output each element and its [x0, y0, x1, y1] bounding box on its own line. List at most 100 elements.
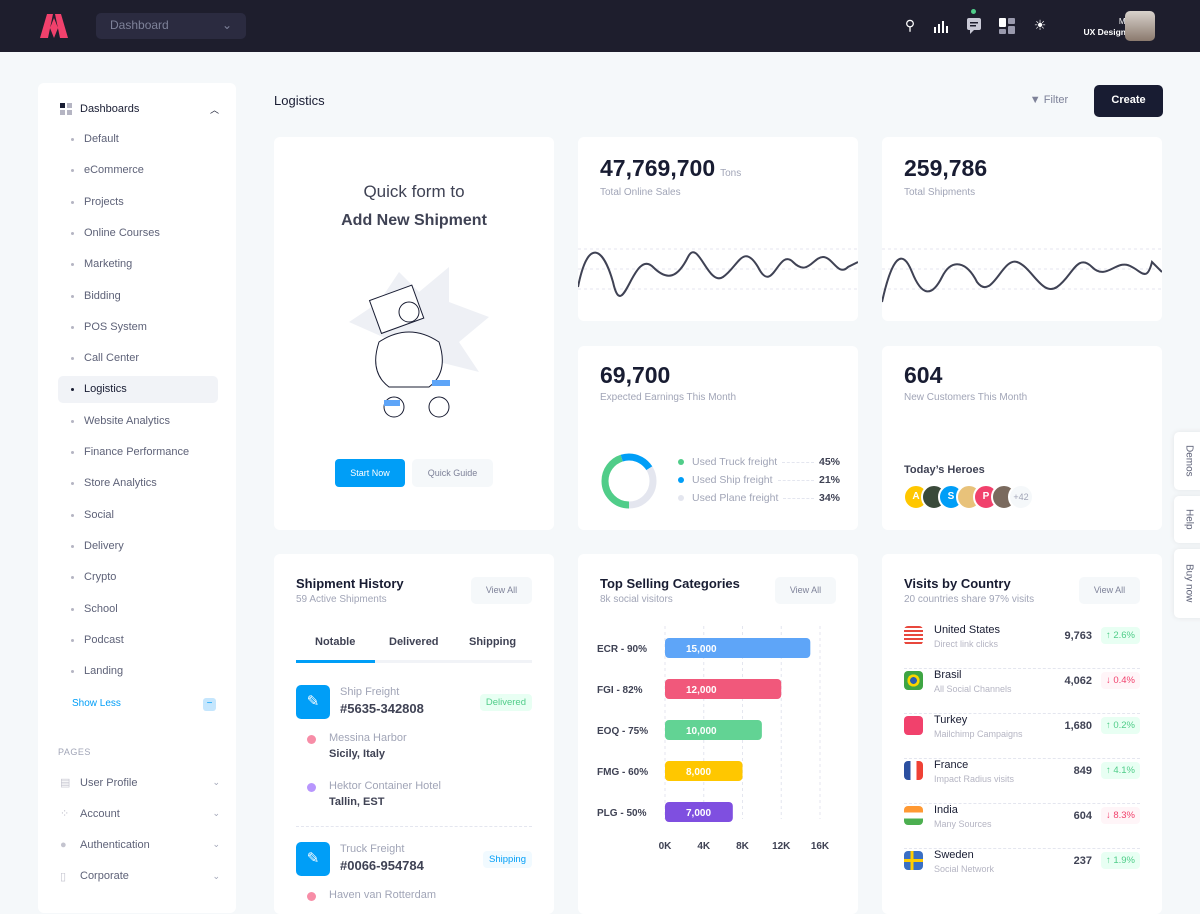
notification-dot [971, 9, 976, 14]
sidebar-item-finance-performance[interactable]: Finance Performance [58, 439, 218, 466]
chat-icon[interactable] [967, 18, 981, 34]
sidebar-group-dashboards[interactable]: Dashboards ︿ [60, 103, 219, 115]
more-heroes[interactable]: +42 [1008, 484, 1034, 510]
buy-now-tab[interactable]: Buy now [1174, 549, 1200, 618]
start-now-button[interactable]: Start Now [335, 459, 405, 487]
country-name: United States [934, 624, 1001, 636]
arrow-up-icon: ↑ [1105, 720, 1114, 731]
shipments-value: 259,786 [904, 155, 988, 181]
create-button[interactable]: Create [1094, 85, 1163, 117]
dashboard-dropdown[interactable]: Dashboard ⌄ [96, 13, 246, 39]
view-all-button[interactable]: View All [1079, 577, 1140, 604]
chart-icon[interactable] [933, 19, 949, 33]
view-all-button[interactable]: View All [775, 577, 836, 604]
country-row[interactable]: India Many Sources 604 ↓ 8.3% [904, 804, 1140, 849]
app-logo[interactable] [38, 13, 70, 39]
sidebar-item-delivery[interactable]: Delivery [58, 533, 218, 560]
country-name: Turkey [934, 714, 968, 726]
filter-button[interactable]: ▼ Filter [1015, 85, 1083, 117]
sidebar-page-user-profile[interactable]: ▤ User Profile ⌄ [60, 776, 220, 790]
sidebar-item-store-analytics[interactable]: Store Analytics [58, 470, 218, 497]
shipment-id[interactable]: #0066-954784 [340, 858, 424, 873]
bar[interactable] [665, 638, 811, 658]
shipment-id[interactable]: #5635-342808 [340, 701, 424, 716]
sidebar-item-online-courses[interactable]: Online Courses [58, 220, 218, 247]
sidebar-item-pos-system[interactable]: POS System [58, 314, 218, 341]
shipments-label: Total Shipments [904, 187, 976, 198]
sidebar-item-crypto[interactable]: Crypto [58, 564, 218, 591]
category-label: PLG - 50% [597, 808, 647, 819]
page-title: Logistics [274, 93, 325, 108]
view-all-button[interactable]: View All [471, 577, 532, 604]
tab-delivered[interactable]: Delivered [389, 636, 439, 648]
sidebar-item-landing[interactable]: Landing [58, 658, 218, 685]
edit-icon[interactable]: ✎ [296, 842, 330, 876]
change-badge: ↑ 4.1% [1100, 762, 1140, 779]
shipment-type: Ship Freight [340, 686, 400, 698]
pages-heading: PAGES [58, 747, 91, 757]
change-value: 4.1% [1113, 765, 1135, 776]
status-badge: Delivered [479, 694, 532, 711]
sidebar-page-account[interactable]: ⁘ Account ⌄ [60, 807, 220, 821]
collapse-icon[interactable]: − [203, 698, 216, 711]
bar[interactable] [665, 720, 762, 740]
country-source: Social Network [934, 864, 995, 874]
tab-shipping[interactable]: Shipping [469, 636, 517, 648]
country-visits: 237 [1073, 855, 1092, 867]
country-name: Sweden [934, 849, 974, 861]
bar-value-label: 15,000 [686, 644, 717, 655]
flag-france-icon [904, 761, 923, 780]
search-icon[interactable]: ⚲ [904, 17, 916, 33]
quick-guide-button[interactable]: Quick Guide [412, 459, 493, 487]
country-row[interactable]: Brasil All Social Channels 4,062 ↓ 0.4% [904, 669, 1140, 714]
shipment-history-title: Shipment History [296, 576, 404, 591]
sun-icon[interactable]: ☀ [1033, 17, 1047, 33]
sidebar-item-school[interactable]: School [58, 596, 218, 623]
legend-dot [678, 495, 684, 501]
customers-label: New Customers This Month [904, 392, 1028, 403]
sidebar-page-authentication[interactable]: ● Authentication ⌄ [60, 839, 220, 851]
stop-city: Sicily, Italy [329, 748, 386, 760]
legend-item: Used Truck freight 45% [678, 456, 840, 468]
x-tick-label: 16K [811, 841, 830, 852]
country-row[interactable]: United States Direct link clicks 9,763 ↑… [904, 624, 1140, 669]
donut-segment [601, 453, 657, 509]
sidebar-item-default[interactable]: Default [58, 126, 218, 153]
sidebar-item-social[interactable]: Social [58, 502, 218, 529]
x-tick-label: 0K [659, 841, 673, 852]
help-tab[interactable]: Help [1174, 496, 1200, 543]
sidebar-item-marketing[interactable]: Marketing [58, 251, 218, 278]
change-badge: ↑ 0.2% [1100, 717, 1140, 734]
bar[interactable] [665, 802, 733, 822]
bar[interactable] [665, 679, 782, 699]
flag-sweden-icon [904, 851, 923, 870]
sidebar-item-logistics[interactable]: Logistics [58, 376, 218, 404]
sidebar-item-projects[interactable]: Projects [58, 189, 218, 216]
tab-notable[interactable]: Notable [315, 636, 356, 648]
chevron-down-icon: ⌄ [212, 808, 220, 819]
sidebar-item-ecommerce[interactable]: eCommerce [58, 157, 218, 184]
demos-tab[interactable]: Demos [1174, 432, 1200, 490]
user-avatar[interactable] [1125, 11, 1155, 41]
country-name: France [934, 759, 969, 771]
change-badge: ↑ 1.9% [1100, 852, 1140, 869]
sidebar-page-corporate[interactable]: ▯ Corporate ⌄ [60, 870, 220, 883]
edit-icon[interactable]: ✎ [296, 685, 330, 719]
country-row[interactable]: Turkey Mailchimp Campaigns 1,680 ↑ 0.2% [904, 714, 1140, 759]
country-source: Direct link clicks [934, 639, 999, 649]
sidebar-item-call-center[interactable]: Call Center [58, 345, 218, 372]
sidebar-item-bidding[interactable]: Bidding [58, 283, 218, 310]
shipment-type: Truck Freight [340, 843, 405, 855]
country-name: India [934, 804, 958, 816]
sidebar-item-website-analytics[interactable]: Website Analytics [58, 408, 218, 435]
destination-marker-icon [307, 783, 316, 792]
country-row[interactable]: France Impact Radius visits 849 ↑ 4.1% [904, 759, 1140, 804]
layout-icon[interactable] [999, 18, 1015, 34]
show-less-link[interactable]: Show Less [72, 698, 121, 709]
bar[interactable] [665, 761, 743, 781]
country-row[interactable]: Sweden Social Network 237 ↑ 1.9% [904, 849, 1140, 894]
country-source: Mailchimp Campaigns [934, 729, 1023, 739]
sidebar: Dashboards ︿ Default eCommerce Projects Onl… [38, 83, 236, 913]
sidebar-item-podcast[interactable]: Podcast [58, 627, 218, 654]
legend-dot [678, 459, 684, 465]
